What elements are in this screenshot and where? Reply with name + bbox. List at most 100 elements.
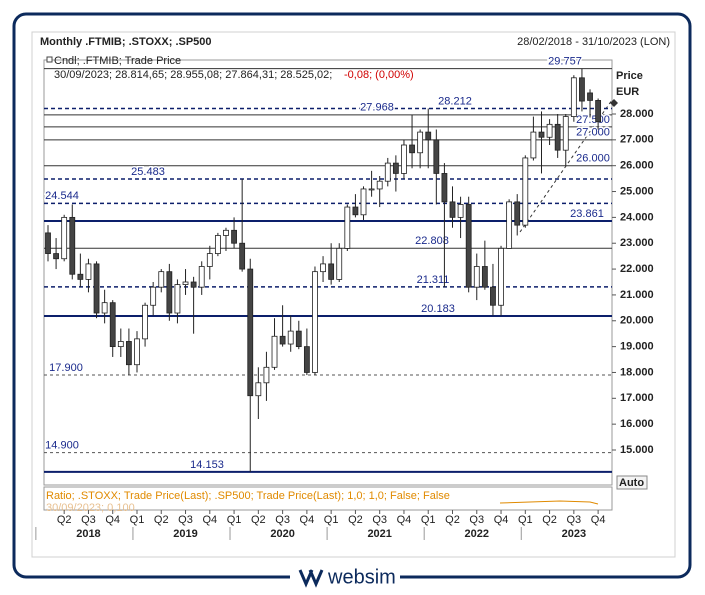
- date-range: 28/02/2018 - 31/10/2023 (LON): [517, 36, 670, 48]
- y-tick-label: 22.000: [620, 263, 654, 275]
- candle-body: [360, 188, 367, 216]
- trend-handle[interactable]: [610, 99, 618, 107]
- legend-line: Cndl; .FTMIB; Trade Price: [54, 55, 181, 67]
- level-label: 14.900: [45, 439, 79, 451]
- candle-body: [223, 229, 229, 236]
- candle-body: [279, 335, 286, 345]
- x-tick-label: Q3: [567, 514, 582, 526]
- candle-body: [433, 139, 440, 174]
- candle-body: [295, 330, 302, 348]
- year-label: 2023: [562, 528, 586, 540]
- x-tick-label: Q3: [469, 514, 484, 526]
- candle-body: [150, 286, 157, 306]
- level-label: 27.000: [576, 127, 610, 139]
- candle-body: [538, 131, 545, 138]
- candle-body: [182, 281, 189, 285]
- x-tick-label: Q2: [445, 514, 460, 526]
- scale-button[interactable]: [616, 475, 648, 490]
- y-tick-label: 27.000: [620, 134, 654, 146]
- x-tick-label: Q2: [348, 514, 363, 526]
- candle-body: [239, 242, 246, 270]
- candle-body: [498, 247, 504, 306]
- y-tick-label: 26.000: [620, 160, 654, 172]
- y-tick-label: 28.000: [620, 108, 654, 120]
- level-label: 20.183: [421, 303, 455, 315]
- candle-body: [514, 201, 521, 226]
- year-label: 2021: [367, 528, 391, 540]
- level-label: 22.808: [415, 235, 449, 247]
- candle-body: [126, 341, 132, 366]
- ratio-panel: [43, 486, 613, 511]
- x-tick-label: Q2: [57, 514, 72, 526]
- level-label: 23.861: [570, 208, 604, 220]
- candle-body: [45, 232, 51, 254]
- candle-body: [109, 302, 116, 348]
- y-tick-label: 25.000: [620, 185, 654, 197]
- candle-body: [255, 382, 262, 397]
- candle-body: [166, 271, 173, 314]
- candle-body: [271, 335, 278, 368]
- y-tick-label: 24.000: [620, 211, 654, 223]
- x-tick-label: Q3: [178, 514, 193, 526]
- y-tick-label: 18.000: [620, 366, 654, 378]
- candle-body: [190, 281, 197, 288]
- y-tick-label: 23.000: [620, 237, 654, 249]
- candle-body: [441, 173, 448, 203]
- currency: EUR: [616, 86, 639, 98]
- candle-body: [595, 100, 602, 123]
- level-label: 27.500: [576, 114, 610, 126]
- chart-title: Monthly .FTMIB; .STOXX; .SP500: [40, 36, 212, 48]
- candle-body: [214, 235, 221, 254]
- y-tick-label: 15.000: [620, 444, 654, 456]
- candle-body: [449, 201, 456, 218]
- candle-body: [401, 144, 407, 174]
- x-tick-label: Q4: [494, 514, 509, 526]
- ratio-sub: 30/09/2023; 0,100: [46, 502, 135, 514]
- scale-mode[interactable]: Auto: [619, 477, 644, 489]
- x-tick-label: Q1: [518, 514, 533, 526]
- candle-body: [336, 247, 343, 280]
- candle-body: [134, 338, 140, 366]
- candle-body: [490, 286, 496, 306]
- candle-body: [287, 330, 294, 345]
- level-label: 14.153: [190, 459, 224, 471]
- candle-body: [376, 180, 383, 190]
- candle-body: [77, 273, 84, 280]
- y-tick-label: 16.000: [620, 418, 654, 430]
- candle-body: [425, 131, 432, 141]
- candle-body: [231, 229, 237, 244]
- year-label: 2018: [76, 528, 100, 540]
- candle-body: [392, 162, 399, 174]
- candle-body: [546, 123, 553, 138]
- info-change: -0,08; (0,00%): [344, 69, 414, 81]
- legend-icon: [46, 56, 53, 63]
- candle-body: [570, 77, 577, 117]
- x-tick-label: Q1: [130, 514, 145, 526]
- candle-body: [368, 188, 375, 191]
- x-tick-label: Q2: [251, 514, 266, 526]
- level-label: 29.757: [548, 55, 582, 67]
- y-label: Price: [616, 70, 643, 82]
- candle-body: [93, 263, 100, 314]
- year-label: 2020: [270, 528, 294, 540]
- candle-body: [465, 204, 472, 288]
- y-tick-label: 21.000: [620, 289, 654, 301]
- candle-body: [409, 144, 415, 154]
- candle-body: [457, 204, 464, 218]
- candle-body: [61, 216, 68, 260]
- candle-body: [554, 123, 561, 151]
- candle-body: [417, 131, 424, 154]
- level-label: 26.000: [576, 153, 610, 165]
- candle-body: [522, 157, 529, 226]
- candle-body: [142, 304, 148, 340]
- candle-body: [174, 284, 181, 314]
- candle-body: [530, 131, 537, 159]
- candle-body: [101, 302, 108, 314]
- level-label: 17.900: [49, 362, 83, 374]
- candle-body: [117, 341, 124, 348]
- x-tick-label: Q4: [300, 514, 315, 526]
- brand-logo: [298, 569, 324, 588]
- candle-body: [587, 92, 593, 101]
- candle-body: [481, 266, 488, 288]
